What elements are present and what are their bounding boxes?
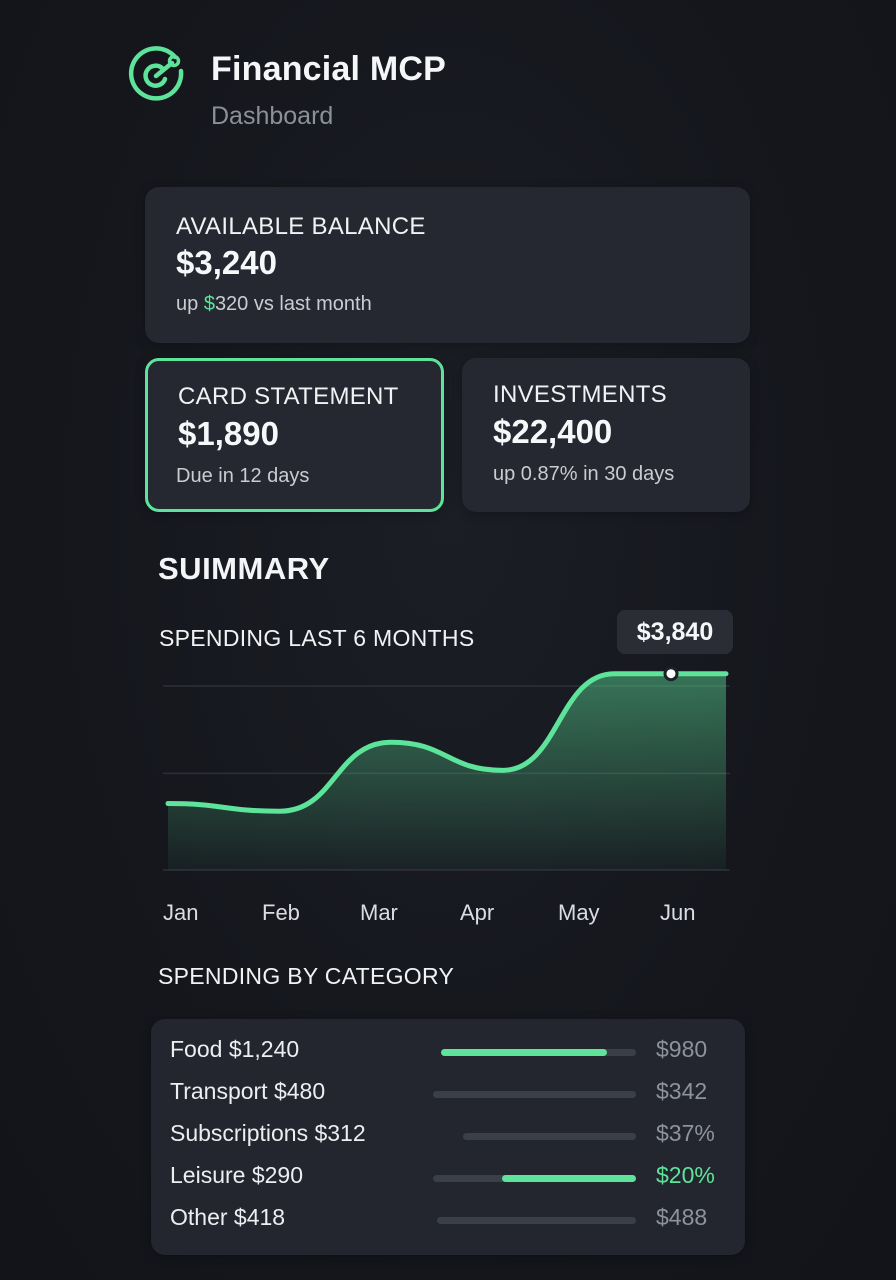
category-value: $342 (656, 1078, 708, 1104)
category-label: Food $1,240 (170, 1036, 300, 1062)
x-tick-mar: Mar (360, 900, 398, 925)
card-statement-card[interactable]: CARD STATEMENT $1,890 Due in 12 days (145, 358, 444, 512)
statement-value: $1,890 (178, 415, 279, 452)
balance-note-highlight: $ (203, 293, 215, 315)
available-balance-card[interactable]: AVAILABLE BALANCE $3,240 up $320 vs last… (145, 187, 750, 343)
category-row[interactable]: Leisure $290 $20% (151, 1162, 745, 1204)
app-title: Financial MCP (211, 50, 446, 88)
investments-label: INVESTMENTS (493, 381, 667, 408)
category-value: $980 (656, 1036, 708, 1062)
spending-area (168, 673, 726, 870)
chart-point-jun (663, 666, 679, 682)
category-label: Subscriptions $312 (170, 1120, 366, 1146)
category-label: Transport $480 (170, 1078, 326, 1104)
target-swirl-icon (128, 46, 184, 101)
category-row[interactable]: Other $418 $488 (151, 1204, 745, 1246)
balance-note-prefix: up (176, 293, 204, 315)
category-row[interactable]: Subscriptions $312 $37% (151, 1120, 745, 1162)
x-tick-jun: Jun (660, 900, 696, 925)
investments-note: up 0.87% in 30 days (493, 463, 675, 485)
x-tick-jan: Jan (163, 900, 199, 925)
category-list: Food $1,240 $980 Transport $480 $342 Subscri… (151, 1019, 745, 1255)
category-bar-fill (441, 1049, 607, 1056)
investments-value: $22,400 (493, 413, 613, 450)
investments-card[interactable]: INVESTMENTS $22,400 up 0.87% in 30 days (462, 358, 750, 512)
x-tick-apr: Apr (460, 900, 495, 925)
balance-label: AVAILABLE BALANCE (176, 213, 426, 240)
summary-title: SUIMMARY (158, 551, 330, 586)
category-value: $20% (656, 1162, 715, 1188)
balance-value: $3,240 (176, 244, 277, 281)
page-subtitle: Dashboard (211, 102, 334, 130)
category-label: Leisure $290 (170, 1162, 303, 1188)
category-bar-track (437, 1217, 636, 1224)
x-tick-may: May (558, 900, 600, 925)
balance-note-suffix: 320 vs last month (214, 293, 372, 315)
spending-line (165, 671, 729, 814)
chart-title: SPENDING LAST 6 MONTHS (159, 625, 475, 651)
statement-label: CARD STATEMENT (178, 383, 399, 410)
x-tick-feb: Feb (262, 900, 300, 925)
category-title: SPENDING BY CATEGORY (158, 963, 455, 989)
category-value: $37% (656, 1120, 715, 1146)
category-row[interactable]: Food $1,240 $980 (151, 1036, 745, 1078)
category-bar-track (463, 1133, 636, 1140)
balance-note: up $320 vs last month (176, 293, 372, 316)
category-label: Other $418 (170, 1204, 286, 1230)
statement-note: Due in 12 days (176, 465, 310, 487)
chart-tooltip: $3,840 (617, 610, 733, 654)
category-bar-fill (502, 1175, 636, 1182)
category-row[interactable]: Transport $480 $342 (151, 1078, 745, 1120)
category-bar-track (433, 1091, 636, 1098)
category-value: $488 (656, 1204, 708, 1230)
